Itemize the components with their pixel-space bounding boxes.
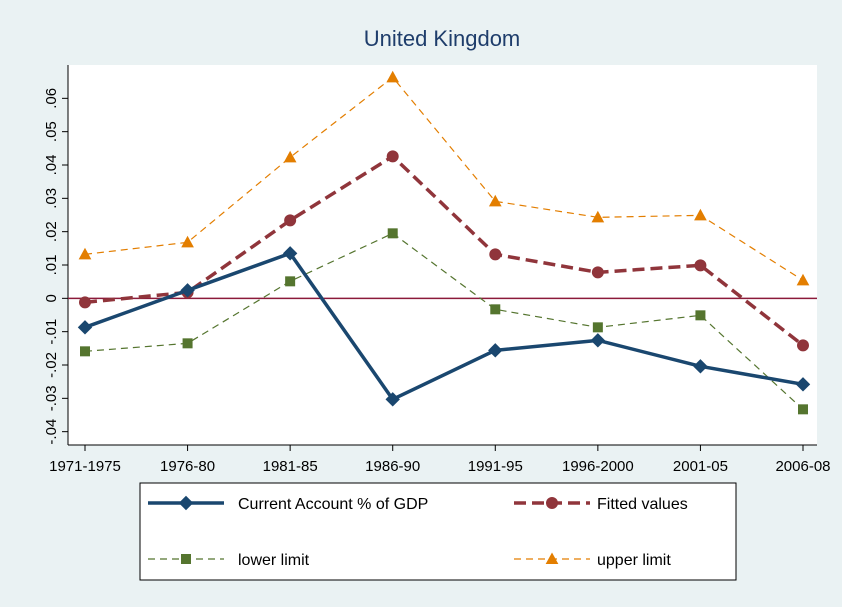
data-point	[181, 235, 194, 248]
data-point	[386, 150, 399, 163]
x-tick-label: 1976-80	[160, 458, 215, 475]
x-tick-label: 1981-85	[263, 458, 318, 475]
x-tick-label: 2001-05	[673, 458, 728, 475]
legend-marker	[545, 552, 559, 564]
y-tick-label: .03	[43, 188, 60, 209]
legend-box	[139, 482, 737, 581]
y-tick-label: .04	[43, 155, 60, 176]
data-point	[387, 228, 398, 239]
y-tick-label: -.02	[43, 352, 60, 378]
data-point	[695, 310, 706, 321]
y-tick-label: .02	[43, 221, 60, 242]
data-point	[693, 359, 708, 374]
series-line	[84, 76, 804, 281]
x-tick-label: 2006-08	[775, 458, 830, 475]
x-tick-label: 1971-1975	[49, 458, 121, 475]
data-point	[80, 346, 90, 357]
data-point	[488, 194, 502, 207]
data-point	[592, 322, 603, 333]
data-point	[282, 246, 298, 261]
data-point	[488, 343, 503, 358]
data-point	[182, 338, 193, 349]
plot-area	[68, 65, 817, 445]
y-tick-label: -.03	[43, 385, 60, 411]
legend-marker	[178, 495, 194, 511]
legend-label: Current Account % of GDP	[238, 496, 428, 513]
data-point	[77, 320, 93, 335]
chart-title: United Kingdom	[364, 26, 521, 51]
data-point	[79, 296, 91, 309]
data-point	[283, 150, 297, 163]
data-point	[798, 404, 808, 415]
series-line	[84, 232, 804, 410]
y-tick-label: .05	[43, 121, 60, 142]
x-tick-label: 1996-2000	[562, 458, 634, 475]
data-point	[489, 248, 502, 261]
legend-label: lower limit	[238, 552, 310, 569]
y-tick-label: -.01	[43, 319, 60, 345]
y-tick-label: 0	[43, 294, 60, 302]
legend-label: upper limit	[597, 552, 671, 569]
data-point	[590, 333, 606, 348]
data-point	[796, 273, 810, 286]
series-line	[84, 154, 805, 347]
data-point	[285, 276, 296, 287]
x-tick-label: 1991-95	[468, 458, 523, 475]
y-tick-label: .01	[43, 255, 60, 276]
x-tick-label: 1986-90	[365, 458, 420, 475]
legend-marker	[181, 554, 191, 564]
data-point	[591, 266, 604, 279]
data-point	[795, 377, 811, 392]
data-point	[694, 259, 707, 272]
legend-marker	[546, 497, 558, 509]
y-tick-label: .06	[43, 88, 60, 109]
data-point	[386, 70, 400, 83]
data-point	[797, 339, 809, 352]
data-point	[385, 392, 400, 407]
data-point	[490, 304, 501, 315]
data-point	[284, 214, 297, 227]
data-point	[694, 208, 707, 221]
data-point	[78, 247, 92, 260]
data-point	[591, 210, 605, 223]
data-point	[180, 283, 195, 298]
legend-label: Fitted values	[597, 496, 688, 513]
y-tick-label: -.04	[43, 419, 60, 445]
series-line	[84, 251, 804, 402]
